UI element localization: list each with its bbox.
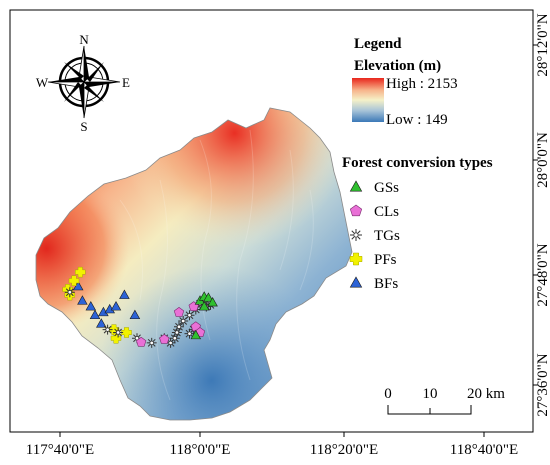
site-marker-tgs	[178, 316, 189, 326]
scale-label-10: 10	[423, 386, 438, 402]
compass-rose: N S E W	[36, 32, 130, 134]
y-axis-labels: 28°12'0"N 28°0'0"N 27°48'0"N 27°36'0"N	[535, 13, 550, 416]
site-marker-cls	[173, 307, 185, 317]
legend-label-bfs: BFs	[374, 276, 398, 292]
compass-star-icon	[47, 45, 121, 119]
y-tick-label: 28°12'0"N	[535, 13, 550, 76]
site-marker-bfs	[129, 309, 141, 320]
scale-label-20: 20 km	[467, 386, 505, 402]
site-marker-bfs	[119, 289, 130, 299]
scale-bar: 0 10 20 km	[384, 386, 505, 415]
compass-north: N	[79, 32, 89, 47]
x-tick-label: 118°40'0"E	[450, 442, 518, 458]
site-marker-gss	[207, 296, 218, 307]
x-tick-label: 118°20'0"E	[310, 442, 378, 458]
legend-symbol-gss	[349, 180, 363, 192]
legend-symbol-pfs	[349, 252, 363, 266]
site-marker-gss	[198, 301, 210, 311]
types-title: Forest conversion types	[342, 155, 493, 171]
scale-label-0: 0	[384, 386, 392, 402]
elevation-high-label: High : 2153	[386, 76, 458, 92]
elevation-ramp	[352, 78, 384, 122]
elevation-title: Elevation (m)	[354, 58, 441, 74]
y-tick-label: 27°36'0"N	[535, 353, 550, 416]
y-tick-label: 28°0'0"N	[535, 132, 550, 188]
frame-tick-marks	[59, 44, 538, 437]
site-marker-tgs	[113, 327, 124, 338]
legend-symbol-bfs	[349, 276, 363, 288]
legend-symbol-tgs	[350, 229, 362, 241]
site-marker-tgs	[64, 287, 75, 298]
site-marker-pfs	[121, 327, 132, 338]
region-outline	[35, 107, 353, 421]
legend: Legend Elevation (m) High : 2153 Low : 1…	[342, 36, 493, 292]
site-marker-tgs	[146, 337, 157, 348]
site-marker-tgs	[174, 321, 184, 332]
x-tick-label: 118°0'0"E	[170, 442, 231, 458]
site-marker-cls	[159, 334, 170, 344]
legend-label-tgs: TGs	[374, 228, 400, 244]
site-marker-bfs	[96, 318, 107, 328]
x-tick-label: 117°40'0"E	[26, 442, 94, 458]
site-marker-tgs	[184, 310, 195, 321]
site-marker-tgs	[184, 328, 195, 339]
site-marker-bfs	[77, 295, 88, 305]
compass-south: S	[80, 119, 87, 134]
compass-west: W	[36, 75, 49, 90]
legend-label-pfs: PFs	[374, 252, 397, 268]
sample-sites-layer	[62, 266, 218, 348]
site-marker-bfs	[85, 301, 97, 311]
site-marker-bfs	[89, 309, 101, 320]
site-marker-cls	[136, 336, 147, 347]
legend-title: Legend	[354, 36, 402, 52]
site-marker-gss	[190, 329, 202, 340]
legend-label-cls: CLs	[374, 204, 399, 220]
legend-label-gss: GSs	[374, 180, 399, 196]
compass-east: E	[122, 75, 130, 90]
site-marker-tgs	[102, 324, 113, 335]
site-marker-pfs	[68, 275, 80, 286]
site-marker-gss	[203, 292, 214, 302]
scale-bar-line	[387, 405, 472, 415]
x-axis-labels: 117°40'0"E 118°0'0"E 118°20'0"E 118°40'0…	[26, 442, 518, 458]
site-marker-pfs	[75, 266, 86, 278]
legend-type-items: GSs CLs TGs PFs BFs	[349, 180, 400, 292]
y-tick-label: 27°48'0"N	[535, 243, 550, 306]
site-marker-bfs	[110, 301, 122, 311]
legend-symbol-cls	[349, 204, 363, 217]
elevation-low-label: Low : 149	[386, 112, 448, 128]
